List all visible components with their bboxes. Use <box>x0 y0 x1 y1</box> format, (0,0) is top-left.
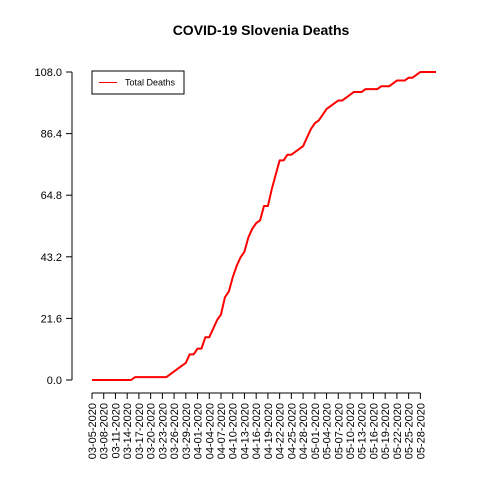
y-axis: 0.0 21.6 43.2 64.8 86.4 108.0 <box>34 67 73 387</box>
series-layer <box>92 71 436 381</box>
x-tick-label: 05-04-2020 <box>322 403 334 459</box>
x-tick-label: 04-19-2020 <box>263 403 275 459</box>
x-axis: 03-05-2020 03-08-2020 03-11-2020 03-14-2020… <box>87 392 427 459</box>
x-tick-label: 04-28-2020 <box>298 403 310 459</box>
x-tick-label: 04-07-2020 <box>216 403 228 459</box>
y-tick-label: 64.8 <box>41 190 62 202</box>
y-tick-label: 21.6 <box>41 313 62 325</box>
x-tick-label: 03-14-2020 <box>122 403 134 459</box>
legend: Total Deaths <box>91 70 185 95</box>
legend-box <box>91 70 185 95</box>
x-tick-label: 05-13-2020 <box>357 403 369 459</box>
x-tick-label: 04-10-2020 <box>228 403 240 459</box>
x-tick-label: 05-28-2020 <box>415 403 427 459</box>
x-tick-label: 05-19-2020 <box>380 403 392 459</box>
y-tick-label: 86.4 <box>41 129 62 141</box>
x-tick-label: 04-13-2020 <box>239 403 251 459</box>
x-tick-label: 03-29-2020 <box>181 403 193 459</box>
x-tick-label: 05-01-2020 <box>310 403 322 459</box>
y-tick-label: 43.2 <box>41 252 62 264</box>
chart-title: COVID-19 Slovenia Deaths <box>173 22 350 38</box>
x-tick-label: 04-16-2020 <box>251 403 263 459</box>
x-tick-label: 03-20-2020 <box>146 403 158 459</box>
series-line-total-deaths <box>92 71 436 381</box>
x-tick-label: 04-01-2020 <box>193 403 205 459</box>
y-tick-label: 108.0 <box>34 67 62 79</box>
x-tick-label: 05-10-2020 <box>345 403 357 459</box>
y-tick-label: 0.0 <box>47 375 62 387</box>
x-tick-label: 03-08-2020 <box>99 403 111 459</box>
x-tick-label: 05-16-2020 <box>368 403 380 459</box>
x-tick-label: 03-26-2020 <box>169 403 181 459</box>
x-tick-label: 03-11-2020 <box>110 403 122 458</box>
x-tick-label: 05-25-2020 <box>404 403 416 459</box>
x-tick-label: 05-07-2020 <box>333 403 345 459</box>
x-tick-label: 04-04-2020 <box>204 403 216 459</box>
x-tick-label: 04-25-2020 <box>286 403 298 459</box>
legend-label: Total Deaths <box>125 78 176 88</box>
x-tick-label: 03-23-2020 <box>157 403 169 459</box>
x-tick-label: 03-17-2020 <box>134 403 146 459</box>
x-tick-label: 03-05-2020 <box>87 403 99 459</box>
x-tick-label: 05-22-2020 <box>392 403 404 459</box>
x-tick-label: 04-22-2020 <box>275 403 287 459</box>
